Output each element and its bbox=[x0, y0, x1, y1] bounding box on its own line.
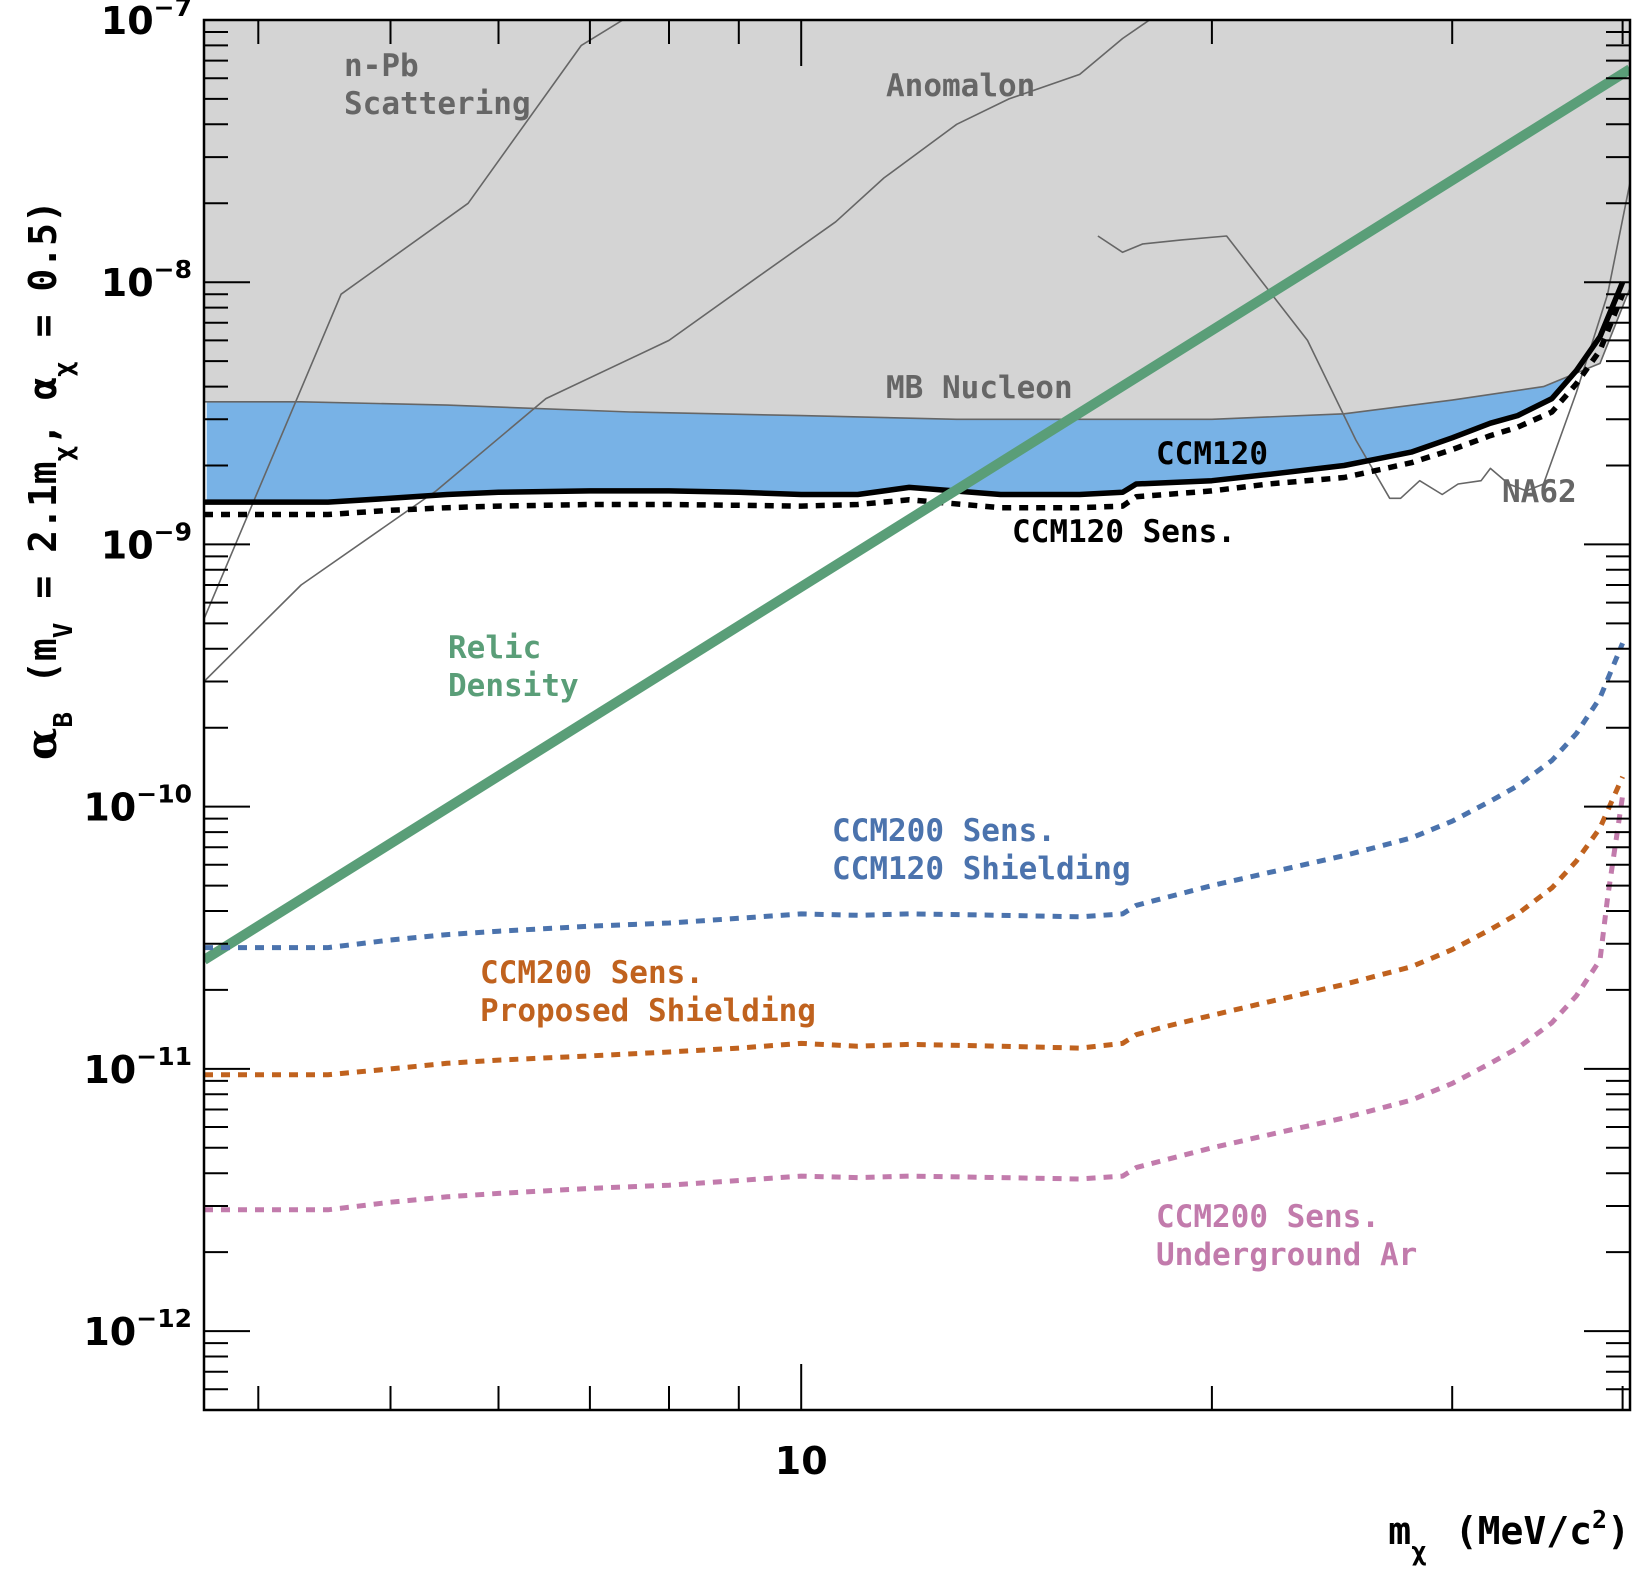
annotation-anomalon: Anomalon bbox=[886, 68, 1035, 104]
annotation-ccm200b: CCM200 Sens. Proposed Shielding bbox=[480, 955, 816, 1029]
excluded-region bbox=[204, 20, 1630, 420]
annotation-relic: Relic Density bbox=[448, 630, 579, 704]
y-tick-label: 10−8 bbox=[101, 255, 192, 305]
y-tick-label: 10−10 bbox=[83, 780, 192, 830]
x-axis-title: mχ (MeV/c2) bbox=[1388, 1505, 1630, 1567]
axis-ticks bbox=[204, 19, 1630, 1411]
y-tick-label: 10−11 bbox=[83, 1042, 192, 1092]
annotations: n-Pb Scattering Anomalon MB Nucleon CCM120 NA… bbox=[344, 48, 1577, 1273]
y-axis-title: αB(mV= 2.1mχ, αχ= 0.5) bbox=[17, 200, 79, 760]
annotation-na62: NA62 bbox=[1502, 474, 1577, 510]
annotation-ccm120sens: CCM120 Sens. bbox=[1012, 514, 1236, 550]
annotation-ccm120: CCM120 bbox=[1156, 436, 1268, 472]
series-relic-density bbox=[204, 64, 1630, 965]
ccm120-excluded-region bbox=[206, 375, 1572, 503]
annotation-npb: n-Pb Scattering bbox=[344, 48, 531, 122]
series-ccm120 bbox=[204, 281, 1626, 505]
y-tick-label: 10−9 bbox=[101, 517, 192, 567]
series-ccm120-sens bbox=[204, 293, 1626, 518]
y-tick-label: 10−12 bbox=[83, 1304, 192, 1354]
y-tick-label: 10−7 bbox=[101, 0, 192, 43]
annotation-ccm200c: CCM200 Sens. Underground Ar bbox=[1156, 1199, 1417, 1273]
series-anomalon bbox=[204, 20, 1150, 683]
series-ccm200-sens-proposed-shielding bbox=[204, 775, 1625, 1078]
annotation-ccm200a: CCM200 Sens. CCM120 Shielding bbox=[832, 813, 1131, 887]
series-ccm200-sens-ccm120-shielding bbox=[204, 642, 1625, 951]
axis-tick-labels: 10−7 10−8 10−9 10−10 10−11 10−12 10 bbox=[83, 0, 827, 1483]
plot-frame bbox=[202, 18, 1632, 1412]
series-ccm200-sens-underground-ar bbox=[204, 795, 1626, 1213]
series-mb-nucleon bbox=[204, 287, 1630, 421]
annotation-mbn: MB Nucleon bbox=[886, 370, 1073, 406]
x-tick-label: 10 bbox=[775, 1439, 828, 1483]
series-na62 bbox=[1097, 182, 1630, 500]
